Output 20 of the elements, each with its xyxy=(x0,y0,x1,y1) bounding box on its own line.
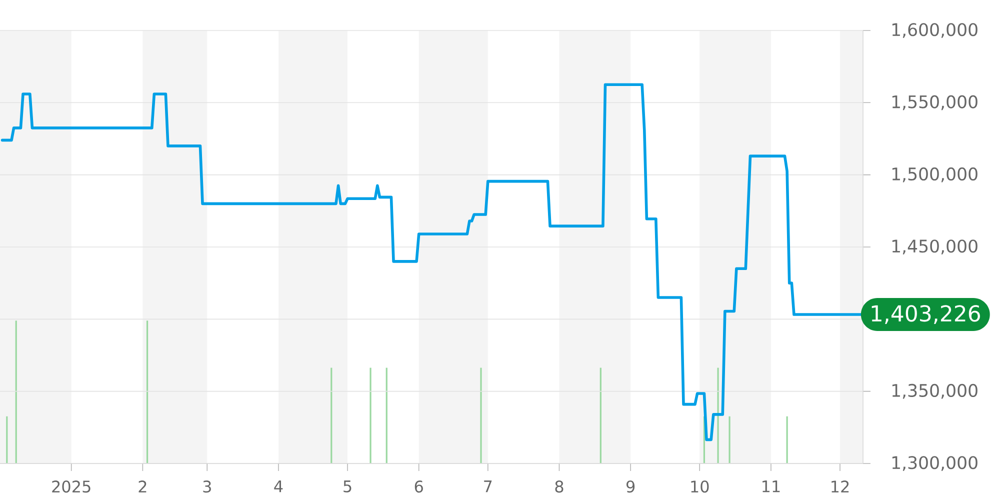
y-tick-label: 1,600,000 xyxy=(892,23,978,38)
x-tick-label: 6 xyxy=(414,480,423,493)
y-tick-label: 1,550,000 xyxy=(892,95,978,110)
x-tick-label: 8 xyxy=(555,480,564,493)
y-tick-label: 1,350,000 xyxy=(892,384,978,399)
x-tick-label: 7 xyxy=(484,480,492,492)
line-series xyxy=(0,83,862,442)
y-tick-label: 1,300,000 xyxy=(892,456,978,471)
y-tick-label: 1,450,000 xyxy=(892,240,978,254)
x-tick-label: 5 xyxy=(344,480,352,492)
x-tick-label: 9 xyxy=(626,480,635,493)
x-tick-label: 10 xyxy=(691,480,709,493)
x-tick-label: 3 xyxy=(203,480,211,493)
x-tick-label: 2 xyxy=(138,480,146,492)
y-tick-label: 1,500,000 xyxy=(892,167,978,182)
x-tick-label: 2025 xyxy=(52,480,90,493)
x-tick-label: 12 xyxy=(832,480,849,492)
data-label: 1,403,226 xyxy=(872,305,980,324)
x-tick-label: 4 xyxy=(274,480,283,492)
x-tick-label: 11 xyxy=(762,480,780,492)
